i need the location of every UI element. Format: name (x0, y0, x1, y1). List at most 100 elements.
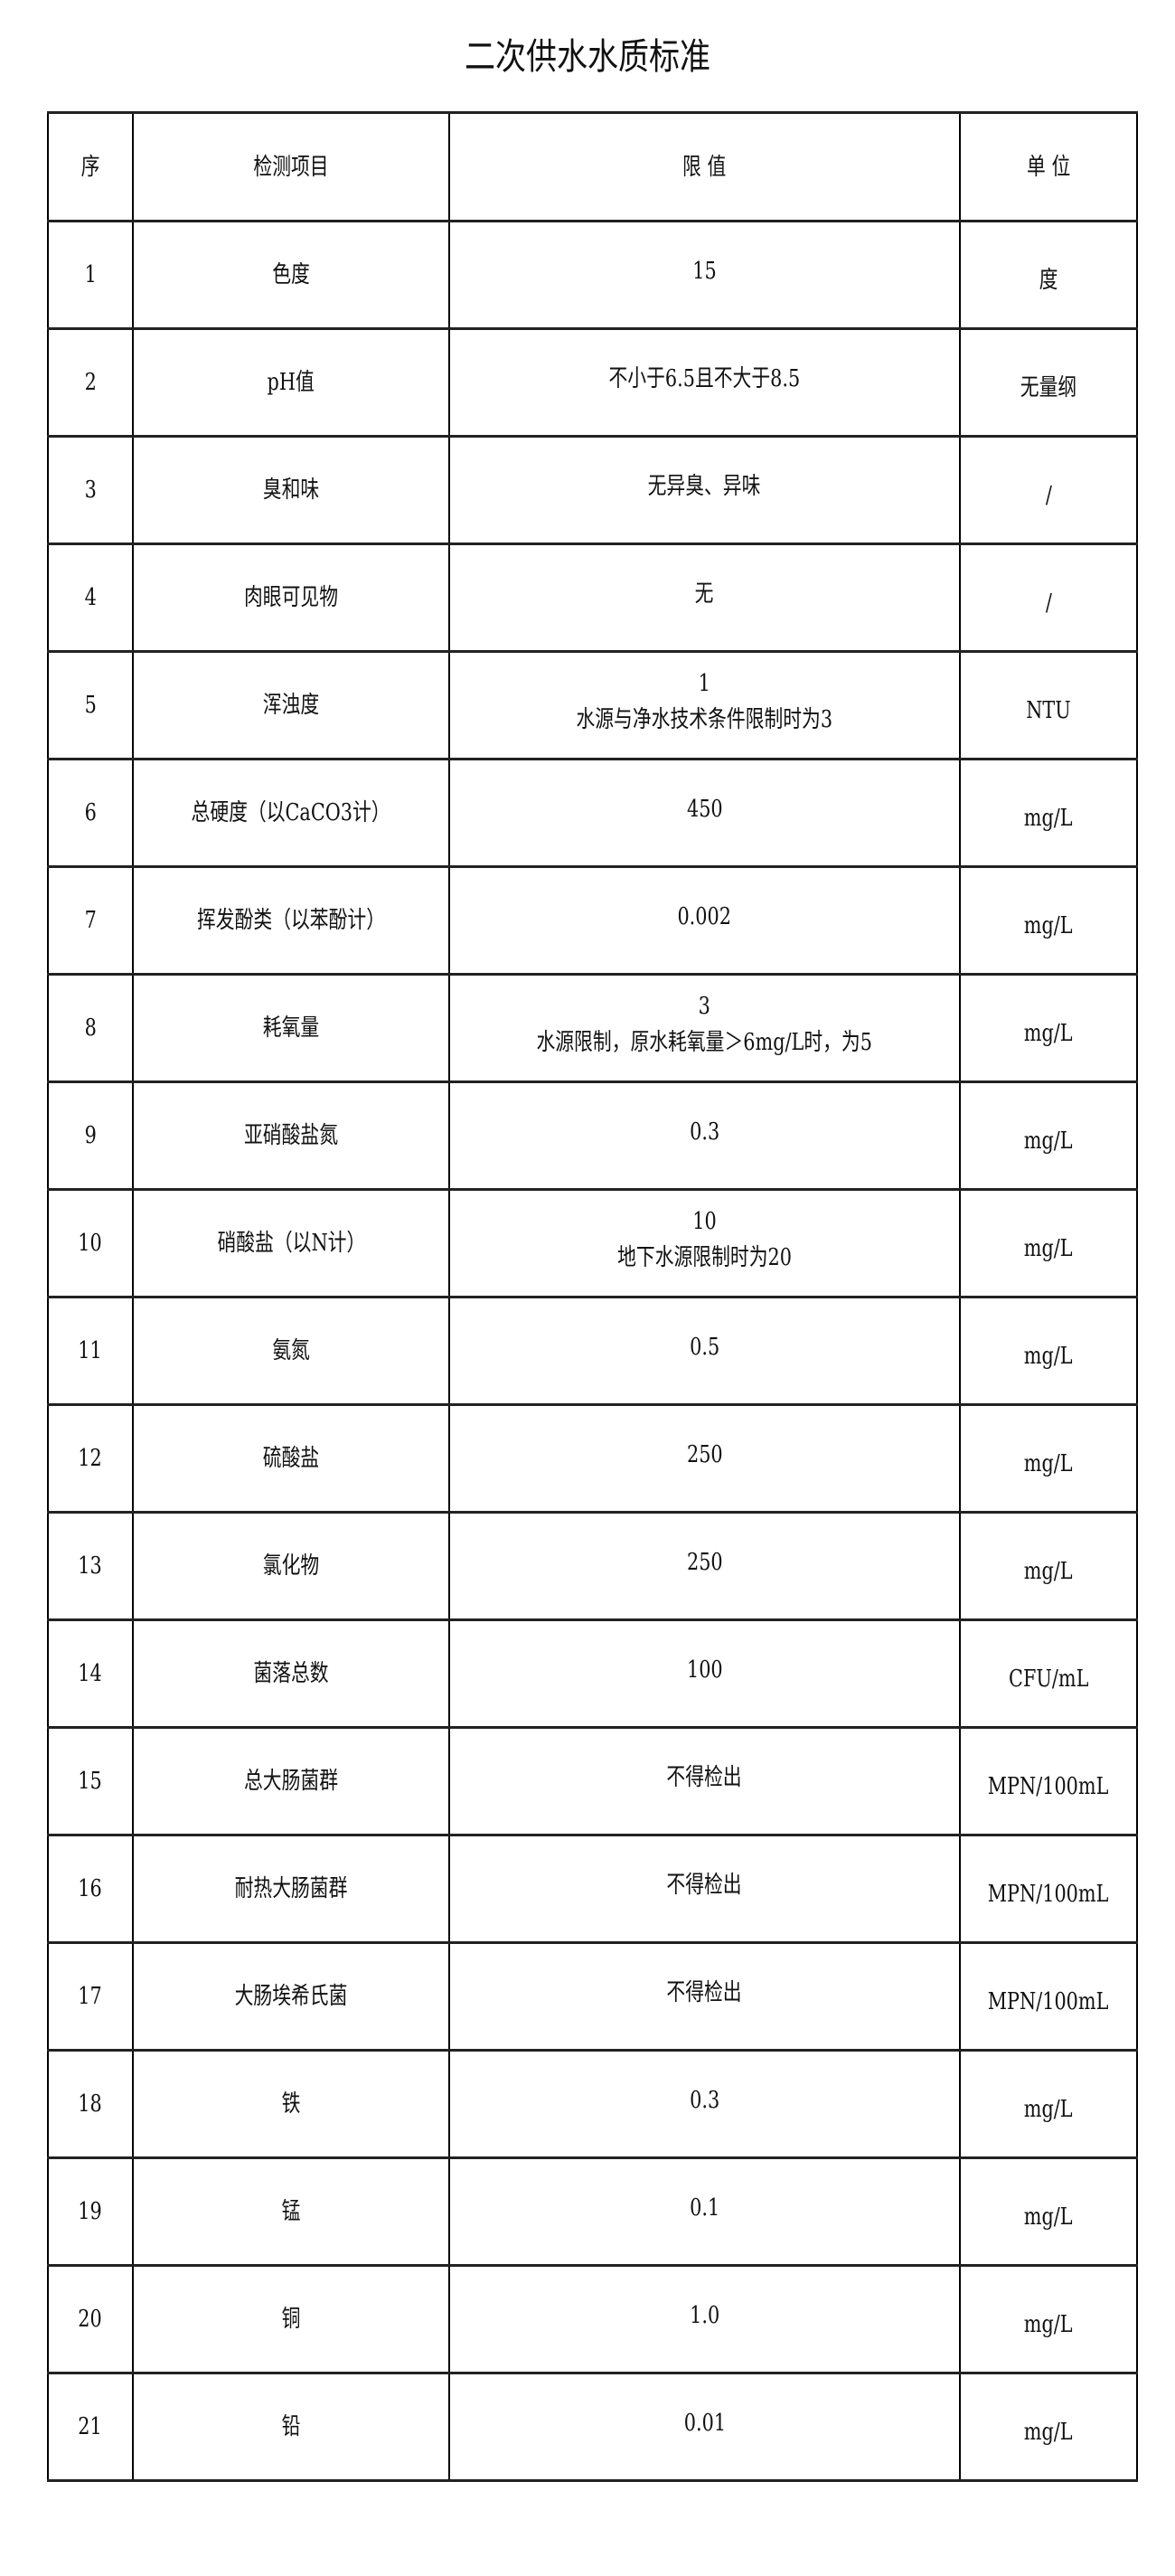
cell-unit: mg/L (959, 1188, 1138, 1298)
row-number: 10 (78, 1230, 103, 1257)
cell-unit: MPN/100mL (959, 1726, 1138, 1836)
row-number: 1 (84, 261, 97, 288)
cell-unit: MPN/100mL (959, 1834, 1138, 1944)
item-name: 硝酸盐（以N计） (217, 1230, 365, 1257)
cell-item: 总硬度（以CaCO3计） (132, 758, 450, 868)
limit-value: 不得检出 (666, 1872, 743, 1899)
cell-unit: mg/L (959, 2156, 1138, 2267)
cell-item: 浑浊度 (132, 650, 450, 760)
cell-item: 氯化物 (132, 1511, 450, 1621)
cell-item: 铁 (132, 2049, 450, 2159)
limit-value: 15 (692, 258, 717, 285)
item-name: 氯化物 (262, 1552, 320, 1580)
row-number: 2 (84, 369, 97, 396)
cell-limit: 0.3 (448, 2049, 961, 2159)
cell-item: 锰 (132, 2156, 450, 2267)
item-name: 大肠埃希氏菌 (234, 1983, 348, 2010)
cell-item: 肉眼可见物 (132, 543, 450, 653)
limit-value: 250 (686, 1549, 723, 1576)
cell-unit: mg/L (959, 865, 1138, 976)
cell-item: 硝酸盐（以N计） (132, 1188, 450, 1298)
limit-value: 水源与净水技术条件限制时为3 (576, 706, 833, 733)
table-row: 2 pH值 不小于6.5且不大于8.5 无量纲 (47, 327, 1138, 438)
cell-item: 耐热大肠菌群 (132, 1834, 450, 1944)
row-number: 9 (84, 1122, 97, 1149)
cell-limit: 0.01 (448, 2372, 961, 2482)
item-name: 硫酸盐 (262, 1445, 320, 1472)
cell-item: pH值 (132, 327, 450, 438)
cell-unit: mg/L (959, 758, 1138, 868)
unit-value: / (1045, 482, 1052, 509)
cell-unit: mg/L (959, 1080, 1138, 1191)
row-number: 12 (78, 1445, 103, 1472)
unit-value: mg/L (1024, 912, 1073, 939)
unit-value: MPN/100mL (988, 1773, 1109, 1800)
item-name: 浑浊度 (262, 692, 320, 719)
limit-value: 0.002 (677, 903, 732, 930)
table-row: 7 挥发酚类（以苯酚计） 0.002 mg/L (47, 865, 1138, 976)
row-number: 11 (78, 1337, 103, 1364)
limit-value: 1.0 (689, 2302, 720, 2329)
table-row: 1 色度 15 度 (47, 220, 1138, 330)
table-row: 10 硝酸盐（以N计） 10 地下水源限制时为20 mg/L (47, 1188, 1138, 1298)
cell-limit: 不小于6.5且不大于8.5 (448, 327, 961, 438)
item-name: 色度 (272, 261, 310, 288)
item-name: 耗氧量 (262, 1014, 320, 1042)
cell-item: 氨氮 (132, 1296, 450, 1406)
item-name: 氨氮 (272, 1337, 310, 1364)
unit-value: MPN/100mL (988, 1881, 1109, 1908)
cell-unit: 度 (959, 220, 1138, 330)
unit-value: 无量纲 (1020, 374, 1077, 401)
item-name: 铅 (281, 2413, 301, 2440)
limit-value: 0.3 (689, 1118, 720, 1146)
cell-limit: 无 (448, 543, 961, 653)
table-row: 9 亚硝酸盐氮 0.3 mg/L (47, 1080, 1138, 1191)
page-title: 二次供水水质标准 (465, 36, 710, 78)
limit-value: 0.3 (689, 2087, 720, 2114)
table-row: 6 总硬度（以CaCO3计） 450 mg/L (47, 758, 1138, 868)
limit-value: 地下水源限制时为20 (617, 1244, 792, 1271)
row-number: 15 (78, 1768, 103, 1795)
row-number: 20 (78, 2306, 103, 2333)
cell-no: 7 (47, 865, 134, 976)
table-row: 19 锰 0.1 mg/L (47, 2156, 1138, 2267)
row-number: 7 (84, 907, 97, 934)
cell-no: 20 (47, 2264, 134, 2374)
cell-item: 总大肠菌群 (132, 1726, 450, 1836)
table-row: 16 耐热大肠菌群 不得检出 MPN/100mL (47, 1834, 1138, 1944)
limit-value: 水源限制，原水耗氧量＞6mg/L时，为5 (536, 1029, 873, 1056)
cell-no: 9 (47, 1080, 134, 1191)
row-number: 8 (84, 1014, 97, 1042)
cell-limit: 1 水源与净水技术条件限制时为3 (448, 650, 961, 760)
cell-unit: NTU (959, 650, 1138, 760)
unit-value: mg/L (1024, 1235, 1073, 1262)
limit-value: 1 (698, 670, 711, 697)
cell-item: 菌落总数 (132, 1618, 450, 1729)
item-name: 总大肠菌群 (243, 1768, 338, 1795)
cell-no: 12 (47, 1403, 134, 1514)
table-row: 8 耗氧量 3 水源限制，原水耗氧量＞6mg/L时，为5 mg/L (47, 973, 1138, 1083)
cell-unit: mg/L (959, 1403, 1138, 1514)
cell-limit: 15 (448, 220, 961, 330)
cell-unit: MPN/100mL (959, 1941, 1138, 2052)
cell-unit: CFU/mL (959, 1618, 1138, 1729)
item-name: pH值 (267, 369, 315, 396)
header-unit: 单 位 (959, 111, 1138, 222)
cell-unit: 无量纲 (959, 327, 1138, 438)
cell-item: 铅 (132, 2372, 450, 2482)
table-row: 18 铁 0.3 mg/L (47, 2049, 1138, 2159)
limit-value: 0.5 (689, 1334, 720, 1361)
cell-no: 6 (47, 758, 134, 868)
cell-limit: 250 (448, 1511, 961, 1621)
cell-limit: 0.5 (448, 1296, 961, 1406)
row-number: 18 (78, 2090, 103, 2118)
row-number: 21 (78, 2413, 103, 2440)
cell-limit: 10 地下水源限制时为20 (448, 1188, 961, 1298)
row-number: 13 (78, 1552, 103, 1580)
row-number: 5 (84, 692, 97, 719)
cell-no: 11 (47, 1296, 134, 1406)
table-row: 12 硫酸盐 250 mg/L (47, 1403, 1138, 1514)
item-name: 肉眼可见物 (243, 584, 338, 611)
item-name: 耐热大肠菌群 (234, 1875, 348, 1902)
item-name: 铜 (281, 2306, 301, 2333)
